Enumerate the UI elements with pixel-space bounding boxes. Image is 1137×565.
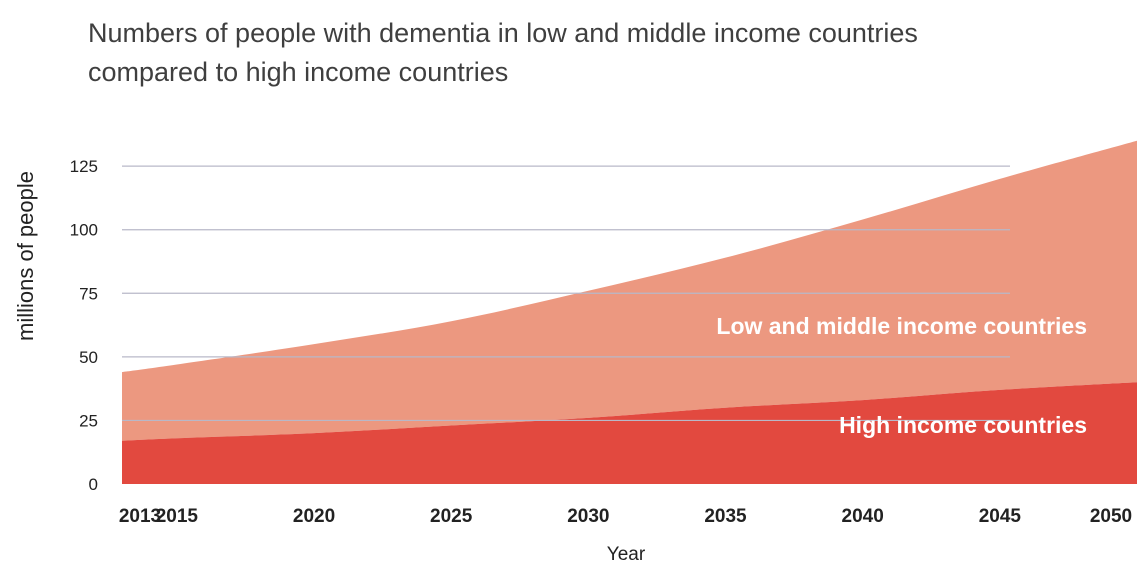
y-tick-label: 125	[70, 157, 98, 176]
x-tick-label: 2015	[156, 506, 199, 527]
x-tick-label: 2013	[119, 506, 161, 527]
y-tick-label: 50	[79, 348, 98, 367]
series-labels: High income countries Low and middle inco…	[716, 313, 1087, 438]
y-axis-label: millions of people	[13, 171, 38, 341]
x-tick-label: 2025	[430, 506, 473, 527]
y-tick-label: 75	[79, 284, 98, 303]
x-axis-label: Year	[607, 544, 646, 565]
area-layers	[122, 140, 1137, 484]
gridlines	[122, 165, 1010, 422]
y-axis-ticks: 0 25 50 75 100 125	[70, 157, 98, 494]
x-tick-label: 2050	[1090, 506, 1132, 527]
x-tick-label: 2040	[842, 506, 884, 527]
series-label-low-and-middle-income-countries: Low and middle income countries	[716, 313, 1087, 339]
area-high-income-countries	[122, 382, 1137, 484]
y-tick-label: 25	[79, 411, 98, 430]
chart-subtitle: compared to high income countries	[88, 57, 508, 87]
x-tick-label: 2030	[567, 506, 609, 527]
y-tick-label: 0	[89, 475, 98, 494]
x-tick-label: 2035	[704, 506, 747, 527]
chart-title: Numbers of people with dementia in low a…	[88, 18, 918, 48]
x-tick-label: 2045	[979, 506, 1022, 527]
area-low-and-middle-income-countries	[122, 140, 1137, 441]
y-tick-label: 100	[70, 221, 98, 240]
x-tick-label: 2020	[293, 506, 335, 527]
series-label-high-income-countries: High income countries	[839, 412, 1087, 438]
